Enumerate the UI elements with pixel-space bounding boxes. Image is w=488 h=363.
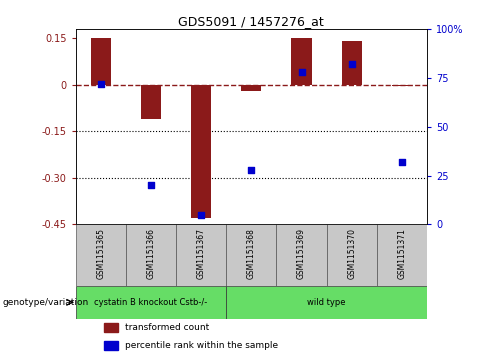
Point: [147, 183, 155, 188]
Bar: [226, 286, 427, 319]
Bar: [291, 38, 311, 85]
Bar: [191, 85, 211, 218]
Bar: [377, 224, 427, 286]
Bar: [176, 224, 226, 286]
Text: GSM1151366: GSM1151366: [146, 228, 156, 279]
Bar: [276, 224, 326, 286]
Bar: [126, 224, 176, 286]
Text: cystatin B knockout Cstb-/-: cystatin B knockout Cstb-/-: [94, 298, 207, 307]
Text: GSM1151369: GSM1151369: [297, 228, 306, 279]
Bar: [104, 341, 118, 350]
Text: GSM1151368: GSM1151368: [247, 228, 256, 279]
Bar: [91, 38, 111, 85]
Bar: [392, 85, 412, 86]
Text: transformed count: transformed count: [125, 323, 209, 332]
Text: GSM1151371: GSM1151371: [397, 228, 407, 279]
Bar: [141, 85, 161, 119]
Bar: [76, 224, 126, 286]
Text: genotype/variation: genotype/variation: [2, 298, 89, 307]
Bar: [241, 85, 262, 91]
Point: [298, 69, 305, 75]
Bar: [326, 224, 377, 286]
Text: wild type: wild type: [307, 298, 346, 307]
Title: GDS5091 / 1457276_at: GDS5091 / 1457276_at: [179, 15, 324, 28]
Point: [348, 61, 356, 67]
Bar: [342, 41, 362, 85]
Bar: [226, 224, 276, 286]
Text: GSM1151365: GSM1151365: [96, 228, 105, 279]
Point: [97, 81, 104, 87]
Bar: [104, 323, 118, 332]
Point: [398, 159, 406, 165]
Point: [247, 167, 255, 173]
Text: GSM1151370: GSM1151370: [347, 228, 356, 279]
Text: percentile rank within the sample: percentile rank within the sample: [125, 341, 278, 350]
Text: GSM1151367: GSM1151367: [197, 228, 205, 279]
Bar: [76, 286, 226, 319]
Point: [197, 212, 205, 217]
